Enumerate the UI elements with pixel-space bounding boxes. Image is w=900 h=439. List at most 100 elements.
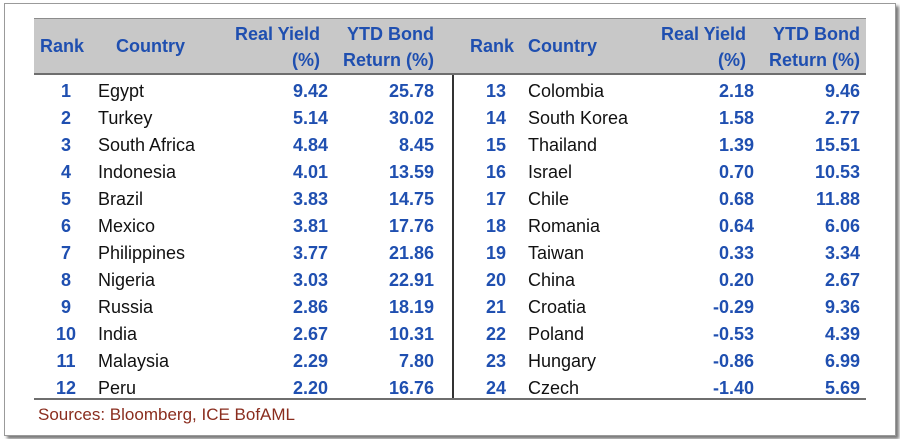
rank-cell: 1: [60, 81, 71, 101]
table-bottom-border: [34, 398, 866, 400]
header-ytd-left: YTD Bond Return (%): [330, 21, 434, 73]
ytd-return-cell: 10.53: [814, 162, 860, 182]
ytd-return-cell: 11.88: [815, 189, 860, 209]
country-cell: Hungary: [528, 351, 597, 371]
table-row: 1 Egypt 9.42 25.78: [34, 78, 866, 105]
rank-cell: 9: [60, 297, 71, 317]
real-yield-cell: 9.42: [292, 81, 328, 101]
header-real-yield-line2: (%): [292, 50, 320, 70]
rank-cell: 4: [60, 162, 71, 182]
header-country-left: Country: [116, 36, 185, 56]
real-yield-cell: 0.64: [718, 216, 754, 236]
source-note: Sources: Bloomberg, ICE BofAML: [38, 405, 296, 424]
table-header: Rank Country Real Yield (%) YTD Bond Ret…: [34, 18, 866, 75]
rank-cell: 2: [60, 108, 71, 128]
real-yield-cell: -1.40: [712, 378, 754, 398]
table-row: 23 Hungary -0.86 6.99: [34, 348, 866, 375]
country-cell: Brazil: [98, 189, 144, 209]
rank-cell: 13: [485, 81, 507, 101]
real-yield-cell: 5.14: [292, 108, 328, 128]
table-row: 16 Israel 0.70 10.53: [34, 159, 866, 186]
header-ytd-right: YTD Bond Return (%): [754, 21, 860, 73]
table-body: 1 Egypt 9.42 25.78 2 Turkey 5.14 30.02 3 South Af…: [34, 75, 866, 399]
header-ytd-line2: Return (%): [769, 50, 860, 70]
rank-cell: 22: [485, 324, 507, 344]
header-real-yield-right: Real Yield (%): [638, 21, 746, 73]
rank-cell: 18: [485, 216, 507, 236]
ytd-return-cell: 13.59: [388, 162, 434, 182]
header-rank-right: Rank: [470, 36, 515, 56]
real-yield-cell: 1.39: [718, 135, 754, 155]
header-rank-left: Rank: [40, 36, 85, 56]
ytd-return-cell: 25.78: [388, 81, 434, 101]
ytd-return-cell: 2.67: [824, 270, 860, 290]
table-row: 11 Malaysia 2.29 7.80: [34, 348, 866, 375]
ytd-return-cell: 5.69: [824, 378, 860, 398]
country-cell: Thailand: [528, 135, 598, 155]
real-yield-cell: 4.84: [292, 135, 328, 155]
real-yield-cell: 0.33: [718, 243, 754, 263]
rank-cell: 10: [55, 324, 77, 344]
real-yield-cell: 2.67: [292, 324, 328, 344]
table-row: 19 Taiwan 0.33 3.34: [34, 240, 866, 267]
rank-cell: 21: [485, 297, 507, 317]
rank-cell: 3: [60, 135, 71, 155]
ytd-return-cell: 22.91: [388, 270, 434, 290]
country-cell: Philippines: [98, 243, 186, 263]
real-yield-cell: -0.29: [712, 297, 754, 317]
rank-cell: 7: [60, 243, 71, 263]
ytd-return-cell: 3.34: [824, 243, 860, 263]
real-yield-cell: 3.77: [292, 243, 328, 263]
table-row: 4 Indonesia 4.01 13.59: [34, 159, 866, 186]
country-cell: Mexico: [98, 216, 156, 236]
ytd-return-cell: 30.02: [388, 108, 434, 128]
ytd-return-cell: 18.19: [388, 297, 434, 317]
rank-cell: 6: [60, 216, 71, 236]
real-yield-cell: 2.86: [292, 297, 328, 317]
country-cell: China: [528, 270, 576, 290]
real-yield-cell: 0.20: [718, 270, 754, 290]
real-yield-cell: 1.58: [718, 108, 754, 128]
country-cell: Peru: [98, 378, 137, 398]
real-yield-cell: 3.03: [292, 270, 328, 290]
country-cell: Croatia: [528, 297, 587, 317]
country-cell: Malaysia: [98, 351, 170, 371]
table-row: 8 Nigeria 3.03 22.91: [34, 267, 866, 294]
header-country-right: Country: [528, 36, 597, 56]
column-divider: [452, 75, 454, 399]
real-yield-cell: -0.86: [712, 351, 754, 371]
table-row: 7 Philippines 3.77 21.86: [34, 240, 866, 267]
country-cell: South Korea: [528, 108, 629, 128]
table-row: 10 India 2.67 10.31: [34, 321, 866, 348]
country-cell: Turkey: [98, 108, 153, 128]
real-yield-cell: 4.01: [292, 162, 328, 182]
ytd-return-cell: 14.75: [388, 189, 434, 209]
header-real-yield-line2: (%): [718, 50, 746, 70]
header-real-yield-left: Real Yield (%): [214, 21, 320, 73]
country-cell: Russia: [98, 297, 154, 317]
table-row: 20 China 0.20 2.67: [34, 267, 866, 294]
table-row: 6 Mexico 3.81 17.76: [34, 213, 866, 240]
country-cell: Israel: [528, 162, 573, 182]
country-cell: Romania: [528, 216, 601, 236]
table-row: 14 South Korea 1.58 2.77: [34, 105, 866, 132]
rank-cell: 20: [485, 270, 507, 290]
table-row: 3 South Africa 4.84 8.45: [34, 132, 866, 159]
real-yield-cell: -0.53: [712, 324, 754, 344]
yield-table: Rank Country Real Yield (%) YTD Bond Ret…: [34, 18, 866, 399]
country-cell: South Africa: [98, 135, 196, 155]
ytd-return-cell: 9.46: [824, 81, 860, 101]
table-frame: [4, 3, 896, 436]
rank-cell: 24: [485, 378, 507, 398]
rank-cell: 12: [55, 378, 77, 398]
table-row: 21 Croatia -0.29 9.36: [34, 294, 866, 321]
rank-cell: 8: [60, 270, 71, 290]
ytd-return-cell: 4.39: [824, 324, 860, 344]
rank-cell: 16: [485, 162, 507, 182]
rank-cell: 5: [60, 189, 71, 209]
real-yield-cell: 2.20: [292, 378, 328, 398]
header-real-yield-line1: Real Yield: [660, 24, 746, 44]
real-yield-cell: 0.70: [718, 162, 754, 182]
table-row: 13 Colombia 2.18 9.46: [34, 78, 866, 105]
ytd-return-cell: 15.51: [814, 135, 860, 155]
